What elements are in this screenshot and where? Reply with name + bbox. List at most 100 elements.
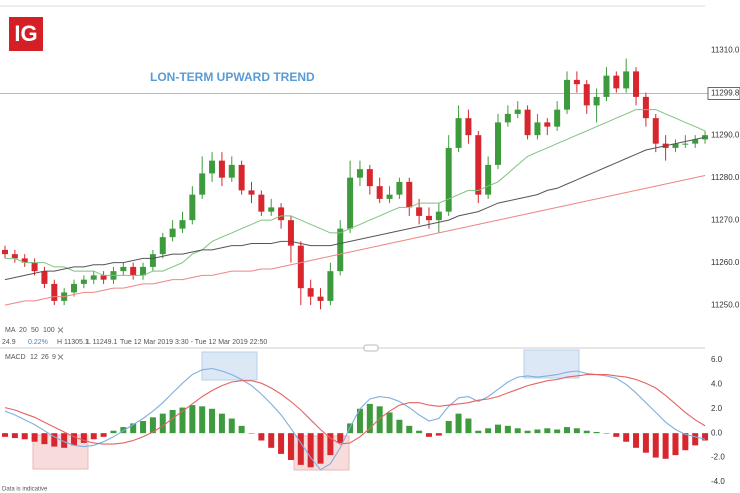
- histogram-bar: [564, 427, 571, 434]
- y-tick-label: 11250.0: [711, 300, 740, 309]
- candle-body: [100, 275, 107, 280]
- candle-body: [80, 279, 87, 284]
- histogram-bar: [268, 433, 275, 448]
- histogram-bar: [61, 433, 68, 448]
- histogram-bar: [603, 433, 610, 434]
- candle-body: [623, 71, 630, 89]
- y-tick-label: 4.0: [711, 379, 723, 388]
- candle-body: [11, 254, 18, 259]
- candle-body: [209, 160, 216, 174]
- histogram-bar: [2, 433, 8, 437]
- histogram-bar: [100, 433, 107, 437]
- histogram-bar: [21, 433, 28, 440]
- candle-body: [583, 84, 590, 106]
- candle-body: [396, 181, 403, 195]
- histogram-bar: [179, 407, 186, 434]
- moving-average: [4, 175, 706, 306]
- candle-body: [120, 266, 127, 272]
- candle-body: [21, 258, 28, 263]
- close-icon[interactable]: [57, 327, 64, 333]
- histogram-bar: [504, 425, 511, 434]
- candle-body: [297, 245, 304, 289]
- histogram-bar: [386, 412, 393, 434]
- candle-body: [337, 228, 344, 272]
- legend-entry: 50: [31, 327, 39, 334]
- candle-body: [633, 71, 640, 97]
- y-tick-label: 11270.0: [711, 215, 740, 224]
- candle-body: [218, 160, 225, 178]
- histogram-bar: [31, 433, 38, 442]
- candle-body: [435, 211, 442, 221]
- candle-body: [593, 96, 600, 106]
- histogram-bar: [495, 424, 501, 434]
- histogram-bar: [248, 433, 255, 434]
- histogram-bar: [465, 418, 472, 434]
- y-tick-label: 6.0: [711, 355, 723, 364]
- histogram-bar: [485, 428, 492, 434]
- candle-body: [228, 164, 235, 178]
- histogram-bar: [652, 433, 659, 458]
- candle-body: [386, 194, 393, 199]
- info: Tue 12 Mar 2019 3:30 - Tue 12 Mar 2019 2…: [120, 339, 267, 346]
- histogram-bar: [366, 403, 373, 434]
- candle-body: [278, 207, 285, 221]
- candle-body: [327, 271, 334, 301]
- moving-average: [5, 109, 706, 276]
- candle-body: [169, 228, 176, 238]
- histogram-bar: [159, 413, 166, 434]
- candle-body: [307, 288, 314, 297]
- candle-body: [287, 220, 294, 246]
- candle-body: [268, 207, 275, 212]
- candle-body: [140, 266, 147, 276]
- histogram-bar: [11, 433, 18, 439]
- histogram-bar: [425, 433, 432, 437]
- candle-body: [258, 194, 265, 212]
- candle-body: [179, 220, 186, 229]
- histogram-bar: [278, 433, 285, 454]
- macd-line: [4, 367, 706, 471]
- candle-body: [31, 262, 38, 272]
- histogram-bar: [209, 408, 216, 434]
- candle-body: [2, 249, 8, 255]
- histogram-bar: [623, 433, 630, 442]
- histogram-bar: [140, 420, 147, 434]
- histogram-bar: [110, 430, 117, 434]
- histogram-bar: [130, 423, 137, 434]
- candle-body: [495, 122, 501, 165]
- histogram-bar: [51, 433, 58, 447]
- candle-body: [672, 143, 679, 148]
- candle-body: [189, 194, 196, 221]
- histogram-bar: [672, 433, 679, 456]
- y-tick-label: 11310.0: [711, 45, 740, 54]
- highlight-box: [523, 349, 580, 379]
- panel-handle[interactable]: [363, 344, 379, 352]
- info: H 11305.1: [57, 339, 89, 346]
- candle-body: [524, 109, 531, 136]
- y-tick-label: 11290.0: [711, 130, 740, 139]
- histogram-bar: [416, 430, 423, 434]
- histogram-bar: [524, 430, 531, 434]
- candle-body: [159, 237, 166, 255]
- info: 0.22%: [28, 339, 48, 346]
- histogram-bar: [514, 428, 521, 434]
- legend-label: MA: [5, 327, 16, 334]
- histogram-bar: [702, 433, 709, 441]
- histogram-bar: [445, 420, 452, 434]
- histogram-bar: [633, 433, 640, 448]
- candle-body: [90, 275, 97, 280]
- footnote: Data is indicative: [2, 487, 48, 493]
- histogram-bar: [199, 406, 206, 434]
- histogram-bar: [583, 430, 590, 434]
- signal-line: [4, 374, 706, 445]
- close-icon[interactable]: [57, 354, 64, 360]
- histogram-bar: [475, 430, 482, 434]
- histogram-bar: [544, 428, 551, 434]
- candle-body: [544, 122, 551, 127]
- y-tick-label: 2.0: [711, 404, 723, 413]
- histogram-bar: [642, 433, 649, 453]
- macd-param: 12: [30, 354, 38, 361]
- candle-body: [485, 164, 492, 195]
- candle-body: [642, 96, 649, 119]
